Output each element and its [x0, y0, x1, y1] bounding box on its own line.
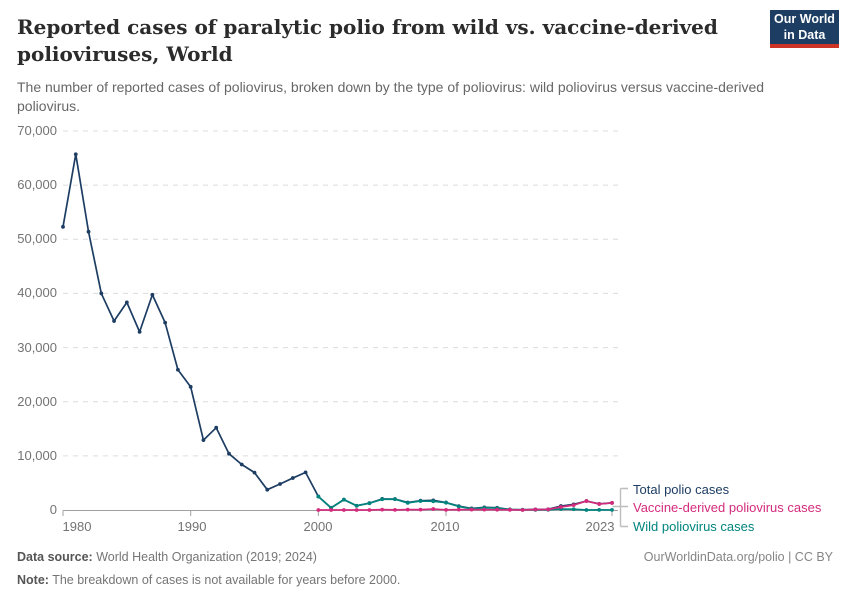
legend-item-wild[interactable]: Wild poliovirus cases — [633, 519, 755, 534]
legend-item-vaccine-derived[interactable]: Vaccine-derived poliovirus cases — [633, 500, 822, 515]
note-label: Note: — [17, 573, 49, 587]
y-axis-label: 10,000 — [17, 448, 57, 463]
data-source-value: World Health Organization (2019; 2024) — [96, 550, 317, 564]
y-axis-label: 40,000 — [17, 285, 57, 300]
owid-link[interactable]: OurWorldinData.org/polio | CC BY — [643, 550, 833, 564]
x-axis-label: 2010 — [430, 519, 460, 534]
x-axis-label: 1980 — [62, 519, 92, 534]
note-value: The breakdown of cases is not available … — [52, 573, 401, 587]
legend-item-total[interactable]: Total polio cases — [633, 482, 730, 497]
y-axis-label: 70,000 — [17, 123, 57, 138]
legend-bracket — [612, 487, 628, 528]
data-source-label: Data source: — [17, 550, 93, 564]
x-axis-label: 2000 — [303, 519, 333, 534]
y-axis-label: 60,000 — [17, 177, 57, 192]
y-axis-label: 30,000 — [17, 340, 57, 355]
note-line: Note: The breakdown of cases is not avai… — [17, 569, 577, 592]
x-axis-label: 2023 — [585, 519, 615, 534]
y-axis-label: 50,000 — [17, 231, 57, 246]
owid-logo: Our World in Data — [770, 10, 839, 48]
y-axis-label: 20,000 — [17, 394, 57, 409]
owid-logo-text: Our World in Data — [774, 12, 835, 42]
x-axis-label: 1990 — [177, 519, 207, 534]
data-source-line: Data source: World Health Organization (… — [17, 546, 577, 569]
footer-notes: Data source: World Health Organization (… — [17, 546, 577, 592]
plot-area — [61, 130, 622, 516]
page-subtitle: The number of reported cases of poliovir… — [17, 79, 765, 114]
y-axis-label: 0 — [49, 502, 57, 517]
page-title: Reported cases of paralytic polio from w… — [17, 15, 718, 66]
